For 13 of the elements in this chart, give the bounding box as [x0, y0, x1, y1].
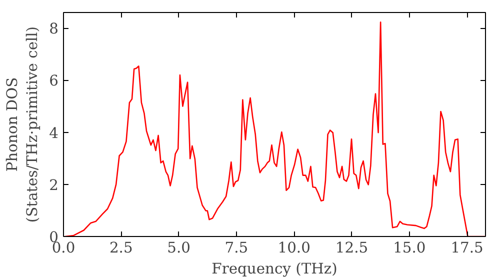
x-tick-label: 10.0 — [278, 240, 310, 256]
x-axis-title: Frequency (THz) — [212, 260, 338, 278]
x-tick-label: 17.5 — [450, 240, 484, 256]
x-tick-label: 2.5 — [109, 240, 133, 256]
y-tick-label: 4 — [49, 124, 59, 142]
x-tick-label: 15.0 — [393, 240, 426, 256]
y-tick-label: 6 — [49, 72, 59, 90]
x-tick-label: 7.5 — [224, 240, 248, 256]
x-tick-label: 12.5 — [335, 240, 368, 256]
y-tick-label: 2 — [49, 176, 59, 194]
y-axis-title: Phonon DOS (States/THz·primitive cell) — [4, 26, 42, 223]
y-tick-label: 8 — [49, 20, 59, 38]
x-tick-label: 5.0 — [167, 240, 190, 256]
